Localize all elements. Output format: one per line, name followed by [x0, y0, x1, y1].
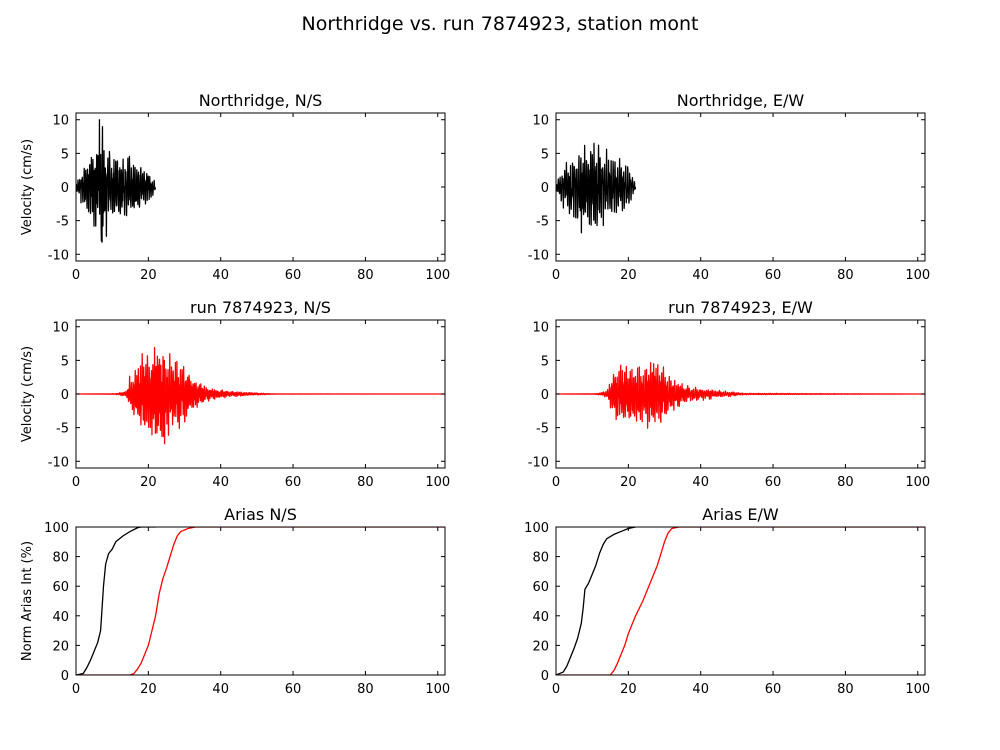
x-tick-label: 60: [285, 268, 302, 283]
series-line-ew_observed-0: [556, 142, 637, 234]
chart-title: Arias E/W: [702, 505, 779, 524]
x-tick-label: 0: [552, 268, 560, 283]
x-tick-label: 0: [552, 475, 560, 490]
y-axis-label: Norm Arias Int (%): [20, 541, 35, 661]
y-tick-label: -10: [48, 248, 69, 263]
y-tick-label: 0: [541, 181, 549, 196]
axes-frame: [75, 526, 446, 676]
series-line-ew_arias-0: [556, 527, 636, 675]
y-tick-label: 100: [44, 521, 69, 536]
y-tick-label: 80: [52, 551, 69, 566]
y-tick-label: -5: [536, 215, 549, 230]
x-tick-label: 0: [72, 268, 80, 283]
x-tick-label: 100: [905, 268, 930, 283]
x-tick-label: 100: [425, 268, 450, 283]
x-tick-label: 80: [837, 682, 854, 697]
chart-ns_arias: 0 20 40 60 80 100 0 20 40 60 80 100 Arias N/S Norm Ar…: [20, 505, 450, 697]
x-tick-label: 20: [620, 268, 637, 283]
x-tick-label: 20: [620, 682, 637, 697]
x-tick-label: 20: [620, 475, 637, 490]
y-axis-label: Velocity (cm/s): [20, 139, 35, 235]
x-tick-label: 20: [140, 682, 157, 697]
series-line-ns_arias-1: [76, 527, 445, 675]
x-tick-label: 80: [357, 682, 374, 697]
x-tick-label: 40: [212, 475, 229, 490]
y-tick-label: 0: [61, 388, 69, 403]
chart-ew_simulated: 0 20 40 60 80 100 -10 -5 0 5 10 run 7874923, E/W: [528, 298, 930, 490]
y-tick-label: 0: [61, 181, 69, 196]
x-tick-label: 60: [765, 682, 782, 697]
x-tick-label: 40: [212, 682, 229, 697]
y-tick-label: 5: [61, 354, 69, 369]
y-tick-label: -10: [528, 248, 549, 263]
x-tick-label: 80: [357, 268, 374, 283]
y-axis-label: Velocity (cm/s): [20, 346, 35, 442]
x-tick-label: 80: [357, 475, 374, 490]
y-tick-label: 40: [532, 610, 549, 625]
x-tick-label: 40: [692, 475, 709, 490]
series-line-ns_arias-0: [76, 527, 156, 675]
y-tick-label: 5: [541, 147, 549, 162]
x-tick-label: 20: [140, 475, 157, 490]
x-tick-label: 80: [837, 268, 854, 283]
y-tick-label: -5: [536, 422, 549, 437]
y-tick-label: 80: [532, 551, 549, 566]
x-tick-label: 60: [765, 475, 782, 490]
x-tick-label: 20: [140, 268, 157, 283]
x-tick-label: 0: [552, 682, 560, 697]
figure-title: Northridge vs. run 7874923, station mont: [302, 13, 699, 35]
y-tick-label: 20: [52, 639, 69, 654]
y-tick-label: 10: [532, 114, 549, 129]
x-tick-label: 0: [72, 682, 80, 697]
x-tick-label: 100: [425, 682, 450, 697]
y-tick-label: 60: [532, 580, 549, 595]
y-tick-label: -5: [56, 215, 69, 230]
y-tick-label: -5: [56, 422, 69, 437]
x-tick-label: 100: [905, 475, 930, 490]
chart-ew_observed: 0 20 40 60 80 100 -10 -5 0 5 10 Northridge, E/W: [528, 91, 930, 283]
y-tick-label: 60: [52, 580, 69, 595]
x-tick-label: 100: [905, 682, 930, 697]
y-tick-label: 100: [524, 521, 549, 536]
chart-ew_arias: 0 20 40 60 80 100 0 20 40 60 80 100 Arias E/W: [524, 505, 930, 697]
series-line-ew_simulated-0: [556, 362, 925, 429]
x-tick-label: 80: [837, 475, 854, 490]
chart-title: run 7874923, N/S: [190, 298, 331, 317]
y-tick-label: 0: [541, 669, 549, 684]
axes-frame: [555, 526, 926, 676]
y-tick-label: -10: [48, 455, 69, 470]
series-line-ew_arias-1: [556, 527, 925, 675]
x-tick-label: 60: [285, 475, 302, 490]
chart-title: Northridge, E/W: [677, 91, 805, 110]
chart-ns_simulated: 0 20 40 60 80 100 -10 -5 0 5 10 run 7874923, N/S Vel…: [20, 298, 450, 490]
x-tick-label: 60: [285, 682, 302, 697]
y-tick-label: 10: [52, 114, 69, 129]
x-tick-label: 40: [212, 268, 229, 283]
x-tick-label: 0: [72, 475, 80, 490]
y-tick-label: 0: [61, 669, 69, 684]
y-tick-label: 10: [532, 321, 549, 336]
chart-title: Northridge, N/S: [199, 91, 323, 110]
y-tick-label: 10: [52, 321, 69, 336]
y-tick-label: -10: [528, 455, 549, 470]
x-tick-label: 40: [692, 268, 709, 283]
y-tick-label: 20: [532, 639, 549, 654]
chart-title: Arias N/S: [224, 505, 297, 524]
x-tick-label: 100: [425, 475, 450, 490]
y-tick-label: 5: [541, 354, 549, 369]
y-tick-label: 5: [61, 147, 69, 162]
x-tick-label: 40: [692, 682, 709, 697]
series-line-ns_observed-0: [76, 119, 157, 243]
x-tick-label: 60: [765, 268, 782, 283]
y-tick-label: 0: [541, 388, 549, 403]
chart-title: run 7874923, E/W: [668, 298, 813, 317]
chart-ns_observed: 0 20 40 60 80 100 -10 -5 0 5 10 Northridge, N/S Velo…: [20, 91, 450, 283]
series-line-ns_simulated-0: [76, 346, 445, 445]
y-tick-label: 40: [52, 610, 69, 625]
